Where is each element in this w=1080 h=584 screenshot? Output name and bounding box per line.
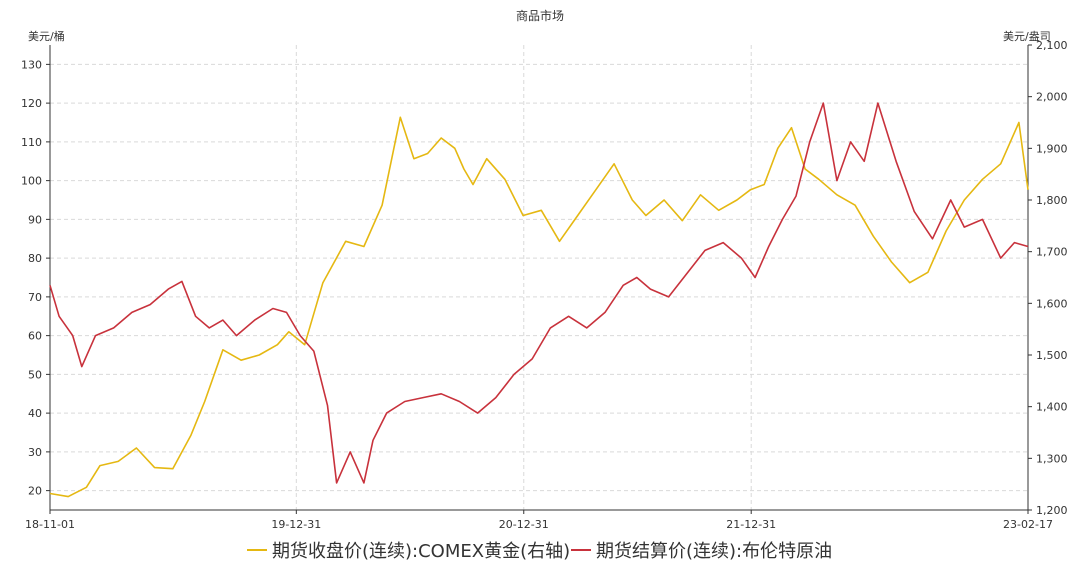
x-tick-label: 18-11-01 xyxy=(25,518,75,531)
left-tick-label: 120 xyxy=(21,97,42,110)
right-tick-label: 1,900 xyxy=(1036,142,1068,155)
left-tick-label: 100 xyxy=(21,175,42,188)
series-line-brent xyxy=(49,102,1029,484)
left-tick-label: 60 xyxy=(28,330,42,343)
right-axis-unit: 美元/盎司 xyxy=(1003,29,1051,43)
right-tick-label: 1,500 xyxy=(1036,349,1068,362)
left-tick-label: 80 xyxy=(28,252,42,265)
x-tick-label: 23-02-17 xyxy=(1003,518,1053,531)
right-tick-label: 1,300 xyxy=(1036,452,1068,465)
legend-item-brent[interactable]: 期货结算价(连续):布伦特原油 xyxy=(571,541,832,562)
right-tick-label: 2,100 xyxy=(1036,39,1068,52)
right-tick-label: 1,200 xyxy=(1036,504,1068,517)
legend[interactable]: 期货收盘价(连续):COMEX黄金(右轴) 期货结算价(连续):布伦特原油 xyxy=(247,541,832,562)
right-tick-label: 1,600 xyxy=(1036,297,1068,310)
x-tick-label: 19-12-31 xyxy=(271,518,321,531)
series-line-gold xyxy=(49,116,1029,498)
left-tick-label: 110 xyxy=(21,136,42,149)
left-tick-label: 90 xyxy=(28,213,42,226)
left-tick-label: 50 xyxy=(28,368,42,381)
left-tick-label: 40 xyxy=(28,407,42,420)
right-tick-label: 1,700 xyxy=(1036,246,1068,259)
left-tick-label: 20 xyxy=(28,485,42,498)
x-tick-label: 21-12-31 xyxy=(726,518,776,531)
left-axis-unit: 美元/桶 xyxy=(28,29,65,43)
legend-label-brent: 期货结算价(连续):布伦特原油 xyxy=(596,541,832,562)
x-tick-label: 20-12-31 xyxy=(499,518,549,531)
right-tick-label: 1,800 xyxy=(1036,194,1068,207)
right-tick-label: 1,400 xyxy=(1036,401,1068,414)
chart-title: 商品市场 xyxy=(516,8,564,23)
left-tick-label: 70 xyxy=(28,291,42,304)
legend-item-gold[interactable]: 期货收盘价(连续):COMEX黄金(右轴) xyxy=(247,541,570,562)
right-tick-label: 2,000 xyxy=(1036,91,1068,104)
left-tick-label: 30 xyxy=(28,446,42,459)
left-tick-label: 130 xyxy=(21,58,42,71)
legend-label-gold: 期货收盘价(连续):COMEX黄金(右轴) xyxy=(272,541,570,562)
